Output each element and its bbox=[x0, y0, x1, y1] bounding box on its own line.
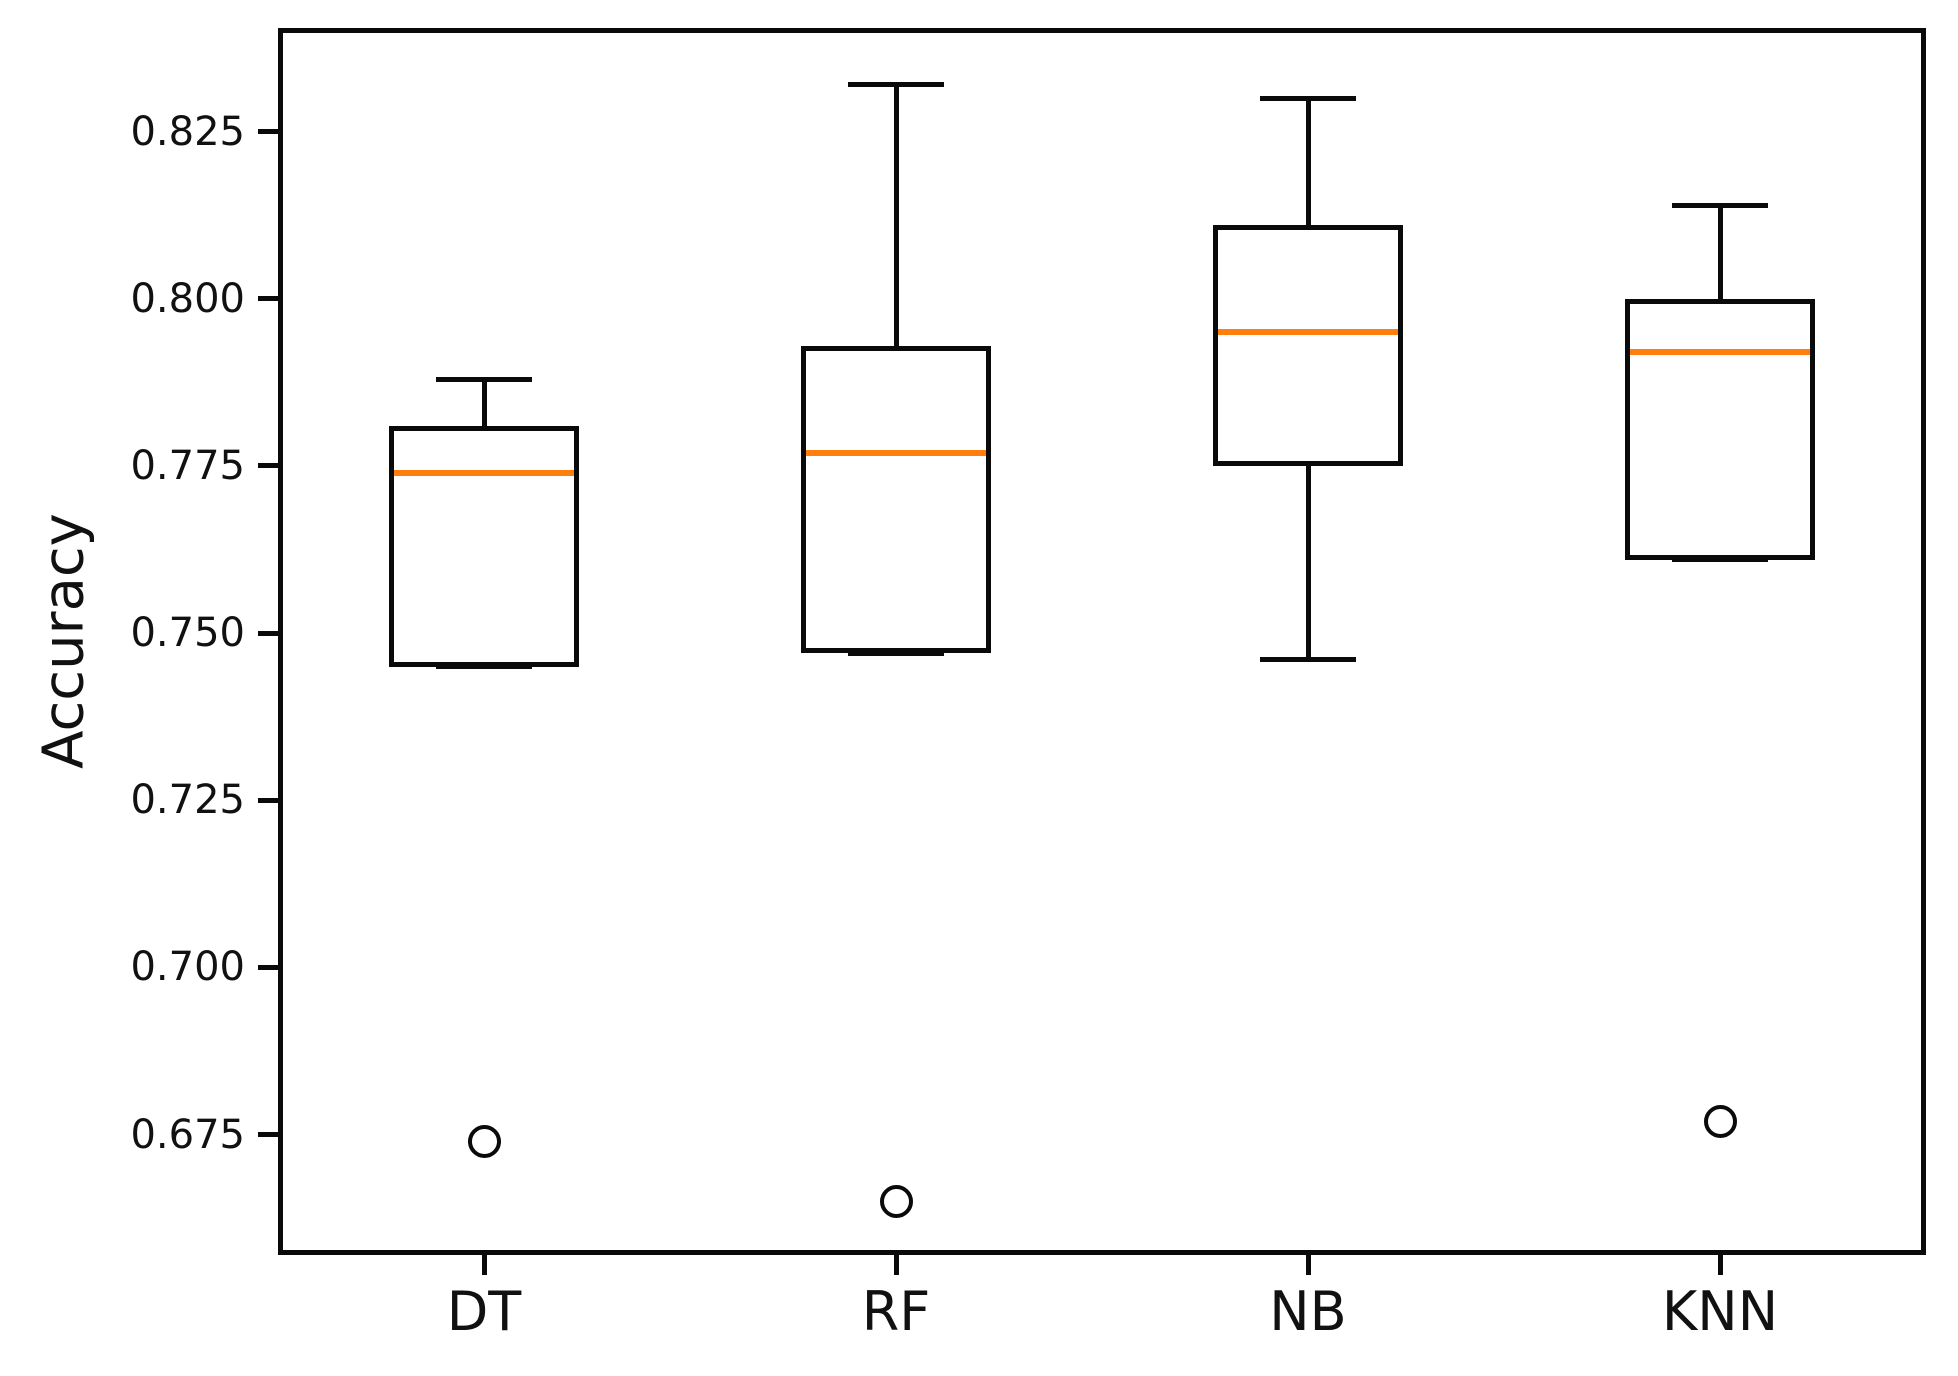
y-tick-label: 0.750 bbox=[130, 610, 245, 657]
whisker-cap-upper-NB bbox=[1260, 95, 1356, 101]
whisker-cap-lower-DT bbox=[436, 664, 532, 670]
outlier-RF bbox=[879, 1185, 913, 1218]
x-tick-label: KNN bbox=[1661, 1280, 1779, 1343]
outlier-DT bbox=[467, 1124, 501, 1158]
whisker-cap-lower-KNN bbox=[1672, 557, 1768, 563]
median-KNN bbox=[1630, 349, 1810, 356]
median-NB bbox=[1218, 329, 1398, 336]
box-KNN bbox=[1625, 298, 1815, 560]
whisker-upper-RF bbox=[893, 84, 899, 346]
y-tick-label: 0.775 bbox=[130, 442, 245, 489]
y-tick-label: 0.725 bbox=[130, 777, 245, 824]
box-RF bbox=[801, 345, 991, 654]
box-DT bbox=[389, 425, 579, 667]
y-tick-mark bbox=[258, 630, 278, 636]
x-tick-mark bbox=[893, 1255, 899, 1275]
x-tick-label: NB bbox=[1269, 1280, 1347, 1343]
whisker-upper-NB bbox=[1305, 98, 1311, 226]
y-tick-mark bbox=[258, 1132, 278, 1138]
whisker-cap-upper-RF bbox=[848, 82, 944, 88]
x-tick-label: DT bbox=[446, 1280, 522, 1343]
y-tick-mark bbox=[258, 797, 278, 803]
whisker-cap-lower-NB bbox=[1260, 657, 1356, 663]
median-DT bbox=[394, 469, 574, 476]
plot-area bbox=[278, 28, 1926, 1255]
x-tick-mark bbox=[481, 1255, 487, 1275]
box-NB bbox=[1213, 225, 1403, 466]
y-tick-mark bbox=[258, 463, 278, 469]
median-RF bbox=[806, 449, 986, 456]
y-tick-mark bbox=[258, 964, 278, 970]
x-tick-mark bbox=[1305, 1255, 1311, 1275]
whisker-upper-DT bbox=[481, 379, 487, 426]
x-tick-label: RF bbox=[861, 1280, 931, 1343]
whisker-lower-NB bbox=[1305, 465, 1311, 660]
y-tick-mark bbox=[258, 296, 278, 302]
y-tick-label: 0.800 bbox=[130, 275, 245, 322]
y-tick-label: 0.675 bbox=[130, 1111, 245, 1158]
whisker-cap-upper-DT bbox=[436, 376, 532, 382]
x-tick-mark bbox=[1717, 1255, 1723, 1275]
whisker-cap-lower-RF bbox=[848, 650, 944, 656]
y-tick-label: 0.825 bbox=[130, 108, 245, 155]
whisker-upper-KNN bbox=[1717, 205, 1723, 299]
outlier-KNN bbox=[1703, 1104, 1737, 1138]
whisker-cap-upper-KNN bbox=[1672, 202, 1768, 208]
y-tick-label: 0.700 bbox=[130, 944, 245, 991]
y-tick-mark bbox=[258, 129, 278, 135]
